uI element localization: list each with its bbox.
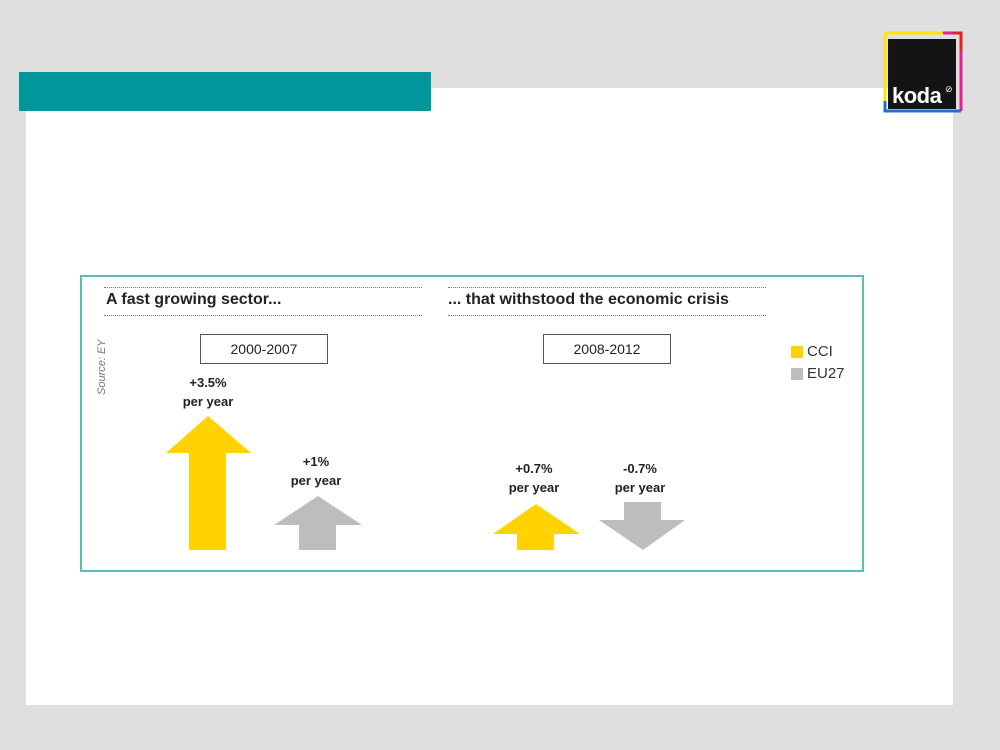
legend-label-cci: CCI [807, 343, 833, 360]
logo-mark: ⊘ [945, 84, 953, 94]
cci-2008-2012-label: +0.7% per year [494, 459, 574, 497]
right-heading: ... that withstood the economic crisis [448, 291, 729, 308]
cci-2000-2007-label: +3.5% per year [168, 373, 248, 411]
cci-2008-2012-value: +0.7% [515, 461, 553, 476]
growth-arrows [166, 416, 685, 550]
period-box-2008-2012: 2008-2012 [543, 334, 671, 364]
eu27-2008-2012-label: -0.7% per year [600, 459, 680, 497]
cci-2000-2007-arrow [166, 416, 251, 550]
legend-swatch-eu27 [791, 367, 803, 380]
eu27-2008-2012-value: -0.7% [623, 461, 657, 476]
divider-top-left [104, 287, 422, 288]
logo-text: koda [892, 83, 942, 108]
divider-top-right [448, 287, 766, 288]
left-heading: A fast growing sector... [106, 291, 282, 308]
legend-swatch-cci [791, 345, 803, 358]
period-box-2000-2007: 2000-2007 [200, 334, 328, 364]
divider-bottom-right [448, 315, 766, 316]
cci-2008-2012-unit: per year [508, 480, 560, 495]
eu27-2000-2007-value: +1% [302, 454, 330, 469]
eu27-2000-2007-arrow [274, 496, 362, 550]
cci-2000-2007-unit: per year [182, 394, 234, 409]
legend-item-cci: CCI [791, 343, 833, 360]
logo-box [888, 39, 956, 109]
legend-item-eu27: EU27 [791, 365, 845, 382]
logo-frame-icon [883, 31, 963, 113]
growth-panel: A fast growing sector... ... that withst… [80, 275, 864, 572]
eu27-2008-2012-arrow [599, 502, 685, 550]
cci-2008-2012-arrow [493, 504, 580, 550]
eu27-2000-2007-unit: per year [290, 473, 342, 488]
divider-bottom-left [104, 315, 422, 316]
koda-logo: koda ⊘ [883, 31, 963, 113]
legend-label-eu27: EU27 [807, 365, 845, 382]
eu27-2000-2007-label: +1% per year [276, 452, 356, 490]
title-bar [19, 72, 431, 111]
cci-2000-2007-value: +3.5% [189, 375, 227, 390]
eu27-2008-2012-unit: per year [614, 480, 666, 495]
